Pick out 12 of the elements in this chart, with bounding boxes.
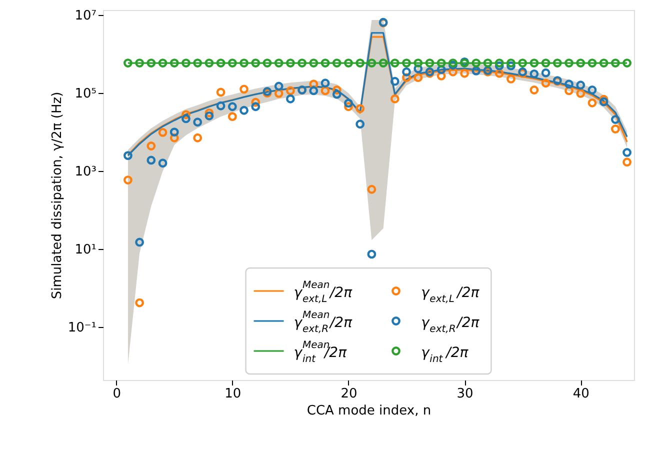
- x-axis-title: CCA mode index, n: [306, 404, 432, 418]
- x-tick-label: 0: [112, 386, 121, 402]
- y-tick-label: 10¹: [74, 242, 96, 258]
- x-tick-label: 40: [572, 386, 590, 402]
- y-tick-label: 10⁷: [74, 8, 96, 24]
- y-tick-label: 10⁻¹: [68, 320, 96, 336]
- y-tick-label: 10⁵: [74, 86, 96, 102]
- y-axis-title: Simulated dissipation, γ/2π (Hz): [50, 92, 65, 300]
- x-tick-label: 10: [224, 386, 242, 402]
- x-tick-label: 30: [456, 386, 474, 402]
- y-tick-label: 10³: [74, 164, 96, 180]
- x-tick-label: 20: [340, 386, 358, 402]
